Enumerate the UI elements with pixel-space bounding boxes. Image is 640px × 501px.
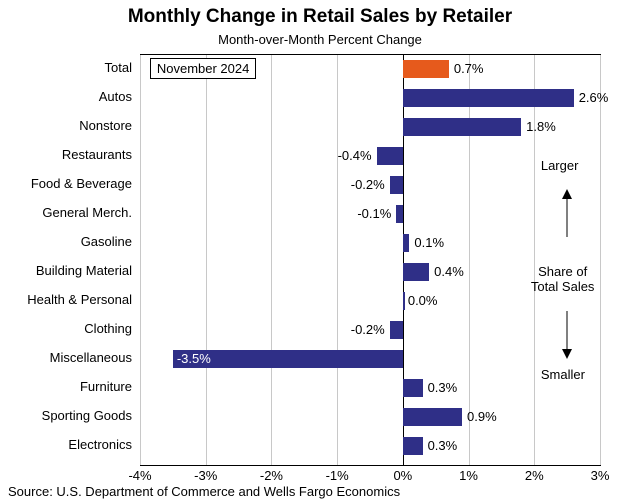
category-label: Autos xyxy=(0,88,132,106)
gridline xyxy=(271,55,272,465)
arrow-up-icon xyxy=(559,189,575,239)
x-tick-label: 0% xyxy=(393,468,412,483)
bar-value-label: 0.3% xyxy=(428,437,458,455)
side-annot-share: Share ofTotal Sales xyxy=(531,264,595,294)
bar-value-label: 0.4% xyxy=(434,263,464,281)
side-annot-smaller: Smaller xyxy=(541,367,585,382)
bar xyxy=(403,408,462,426)
bar xyxy=(403,118,521,136)
category-label: Sporting Goods xyxy=(0,407,132,425)
source-line: Source: U.S. Department of Commerce and … xyxy=(8,484,400,499)
arrow-down-icon xyxy=(559,309,575,359)
side-annot-larger: Larger xyxy=(541,158,579,173)
category-label: Restaurants xyxy=(0,146,132,164)
x-tick-label: -1% xyxy=(326,468,349,483)
category-label: Health & Personal xyxy=(0,291,132,309)
bar xyxy=(403,234,410,252)
x-tick-label: 1% xyxy=(459,468,478,483)
category-label: Building Material xyxy=(0,262,132,280)
bar xyxy=(377,147,403,165)
bar-value-label: -0.2% xyxy=(351,321,385,339)
bar-value-label: 2.6% xyxy=(579,89,609,107)
x-tick-label: -4% xyxy=(128,468,151,483)
bar-value-label: 0.7% xyxy=(454,60,484,78)
chart-subtitle: Month-over-Month Percent Change xyxy=(0,32,640,47)
bar-value-label: -0.1% xyxy=(357,205,391,223)
bar-value-label: 0.9% xyxy=(467,408,497,426)
x-tick-label: -2% xyxy=(260,468,283,483)
bar-value-label: -0.4% xyxy=(338,147,372,165)
category-label: Food & Beverage xyxy=(0,175,132,193)
period-box: November 2024 xyxy=(150,58,257,79)
bar xyxy=(396,205,403,223)
bar xyxy=(390,321,403,339)
x-tick-label: 3% xyxy=(591,468,610,483)
bar-value-label: 0.1% xyxy=(414,234,444,252)
gridline xyxy=(403,55,404,465)
bar xyxy=(403,263,429,281)
x-tick-label: 2% xyxy=(525,468,544,483)
category-label: Gasoline xyxy=(0,233,132,251)
chart-title: Monthly Change in Retail Sales by Retail… xyxy=(0,6,640,28)
category-label: Total xyxy=(0,59,132,77)
bar-value-label: -3.5% xyxy=(177,350,211,368)
gridline xyxy=(469,55,470,465)
category-label: Miscellaneous xyxy=(0,349,132,367)
gridline xyxy=(534,55,535,465)
category-label: Electronics xyxy=(0,436,132,454)
x-tick-label: -3% xyxy=(194,468,217,483)
category-label: General Merch. xyxy=(0,204,132,222)
category-label: Clothing xyxy=(0,320,132,338)
bar xyxy=(390,176,403,194)
bar-value-label: -0.2% xyxy=(351,176,385,194)
bar-value-label: 0.3% xyxy=(428,379,458,397)
gridline xyxy=(140,55,141,465)
bar xyxy=(403,292,405,310)
bar xyxy=(403,89,574,107)
gridline xyxy=(337,55,338,465)
bar xyxy=(403,379,423,397)
gridline xyxy=(206,55,207,465)
bar xyxy=(403,60,449,78)
bar xyxy=(403,437,423,455)
bar-value-label: 0.0% xyxy=(408,292,438,310)
gridline xyxy=(600,55,601,465)
bar-value-label: 1.8% xyxy=(526,118,556,136)
category-label: Nonstore xyxy=(0,117,132,135)
retail-sales-chart: Monthly Change in Retail Sales by Retail… xyxy=(0,0,640,501)
category-label: Furniture xyxy=(0,378,132,396)
plot-area: 0.7%2.6%1.8%-0.4%-0.2%-0.1%0.1%0.4%0.0%-… xyxy=(140,54,601,466)
